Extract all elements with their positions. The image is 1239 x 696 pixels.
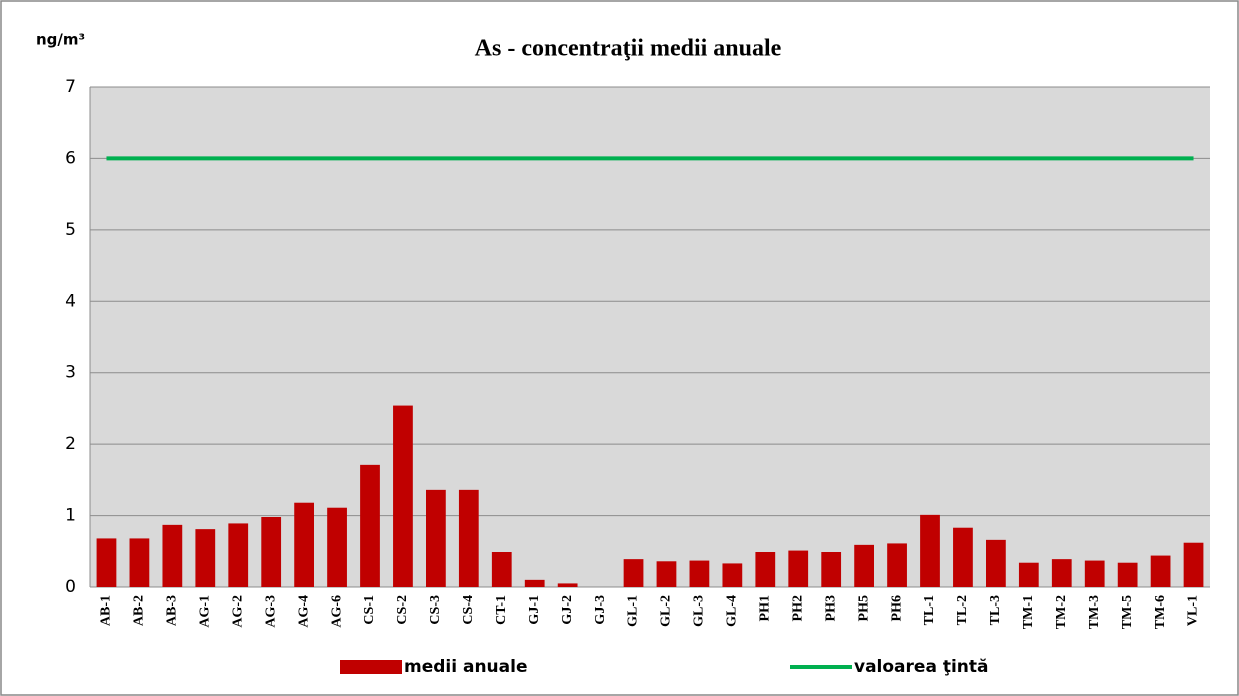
x-tick-label: PH1 (758, 595, 773, 621)
bar (327, 507, 347, 587)
bar (360, 464, 380, 587)
plot-area (90, 87, 1210, 587)
x-tick-label: AG-4 (296, 595, 311, 628)
x-tick-label: VL-1 (1186, 595, 1201, 626)
y-tick-label: 3 (65, 363, 76, 383)
x-tick-label: TL-1 (922, 595, 937, 625)
bar (1018, 562, 1039, 587)
x-tick-label: GJ-1 (527, 595, 542, 625)
y-tick-label: 1 (65, 506, 76, 526)
bar (261, 517, 282, 587)
bar (294, 502, 314, 587)
y-tick-label: 4 (65, 291, 76, 311)
bar (1084, 560, 1105, 587)
x-tick-label: PH2 (790, 595, 805, 621)
x-tick-label: AG-6 (329, 595, 344, 628)
legend-label: medii anuale (404, 657, 528, 677)
y-tick-label: 0 (65, 577, 76, 597)
x-tick-label: CT-1 (494, 595, 509, 625)
bar (195, 529, 216, 587)
y-tick-label: 7 (65, 77, 76, 97)
x-tick-label: TL-2 (955, 595, 970, 625)
bar (1051, 559, 1072, 587)
legend-label: valoarea ţintă (854, 657, 989, 677)
x-tick-label: PH5 (856, 595, 871, 621)
x-tick-label: AB-1 (99, 595, 114, 626)
y-tick-label: 5 (65, 220, 76, 240)
bar (887, 543, 907, 587)
x-tick-label: TM-1 (1021, 595, 1036, 629)
bar (96, 538, 117, 587)
x-tick-label: CS-2 (395, 595, 410, 625)
legend-swatch (340, 660, 402, 674)
bar (557, 583, 578, 587)
chart-title: As - concentraţii medii anuale (475, 36, 782, 62)
bar (689, 560, 710, 587)
x-tick-label: GJ-3 (593, 595, 608, 625)
bar (458, 489, 479, 587)
bar (755, 552, 776, 587)
x-tick-label: AG-1 (198, 595, 213, 628)
x-tick-label: PH3 (823, 595, 838, 621)
bar (986, 539, 1006, 587)
bar (854, 544, 874, 587)
x-tick-label: GL-2 (659, 595, 674, 627)
bar (426, 489, 446, 587)
bar (656, 561, 677, 587)
x-tick-label: GL-3 (692, 595, 707, 627)
bar (491, 552, 512, 587)
x-tick-label: TM-5 (1120, 595, 1135, 629)
x-tick-label: TM-6 (1153, 595, 1168, 629)
x-tick-label: TL-3 (988, 595, 1003, 625)
bar (1150, 555, 1171, 587)
bar (623, 559, 644, 587)
x-tick-label: CS-4 (461, 595, 476, 625)
x-tick-label: AB-2 (132, 595, 147, 626)
bar (722, 563, 743, 587)
bar (1183, 542, 1204, 587)
x-tick-label: TM-2 (1054, 595, 1069, 629)
bar (788, 550, 809, 587)
x-tick-label: PH6 (889, 595, 904, 621)
bar (524, 579, 545, 587)
y-axis-label: ng/m³ (36, 31, 85, 49)
x-tick-label: AB-3 (165, 595, 180, 626)
x-tick-label: AG-3 (263, 595, 278, 628)
bar (162, 524, 183, 587)
bar (393, 405, 413, 587)
x-tick-label: CS-3 (428, 595, 443, 625)
bar (129, 538, 150, 587)
x-tick-label: TM-3 (1087, 595, 1102, 629)
y-tick-label: 2 (65, 434, 76, 454)
bar (953, 527, 973, 587)
x-tick-label: CS-1 (362, 595, 377, 625)
bar (1117, 562, 1138, 587)
x-tick-label: GJ-2 (560, 595, 575, 625)
y-tick-label: 6 (65, 148, 76, 168)
bar (228, 523, 249, 587)
x-tick-label: AG-2 (230, 595, 245, 628)
x-tick-label: GL-4 (725, 595, 740, 627)
x-tick-label: GL-1 (626, 595, 641, 627)
bar (821, 552, 842, 587)
bar (920, 514, 940, 587)
